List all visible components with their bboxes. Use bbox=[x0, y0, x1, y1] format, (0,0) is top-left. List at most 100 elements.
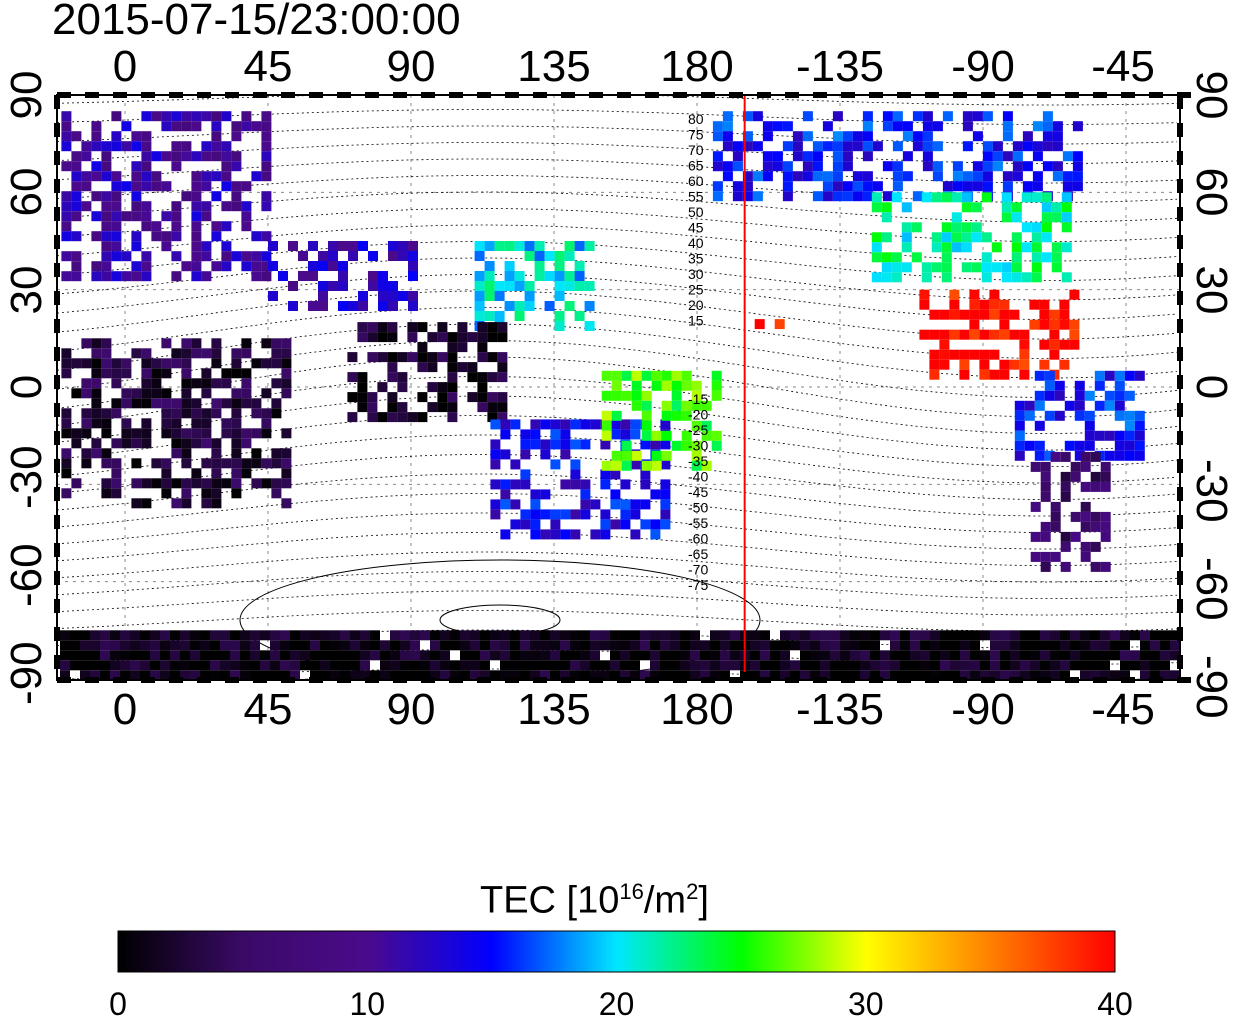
tec-cell bbox=[457, 362, 468, 373]
tec-cell bbox=[100, 650, 110, 661]
tec-cell bbox=[892, 171, 903, 182]
tec-cell bbox=[1080, 660, 1090, 671]
tec-cell bbox=[71, 191, 82, 202]
tec-cell bbox=[871, 232, 882, 243]
tec-cell bbox=[862, 141, 873, 152]
tec-cell bbox=[151, 171, 162, 182]
tec-cell bbox=[181, 458, 192, 469]
tec-cell bbox=[90, 640, 100, 651]
tec-cell bbox=[427, 382, 438, 393]
tec-cell bbox=[477, 322, 488, 333]
tec-cell bbox=[742, 171, 753, 182]
tec-cell bbox=[752, 191, 763, 202]
tec-cell bbox=[261, 458, 272, 469]
tec-cell bbox=[201, 368, 212, 379]
tec-cell bbox=[101, 261, 112, 272]
tec-cell bbox=[181, 488, 192, 499]
tec-cell bbox=[1002, 181, 1013, 192]
tec-cell bbox=[191, 378, 202, 389]
tec-cell bbox=[487, 372, 498, 383]
tec-cell bbox=[661, 370, 672, 381]
tec-cell bbox=[650, 660, 660, 671]
tec-cell bbox=[407, 412, 418, 423]
tec-cell bbox=[822, 141, 833, 152]
tec-cell bbox=[160, 650, 170, 661]
tec-cell bbox=[131, 498, 142, 509]
tec-cell bbox=[1060, 541, 1071, 552]
tec-cell bbox=[61, 221, 72, 232]
tec-cell bbox=[880, 630, 890, 641]
magnetic-contour bbox=[56, 473, 1178, 517]
tec-cell bbox=[640, 479, 651, 490]
contour-label: -35 bbox=[688, 453, 708, 469]
tec-cell bbox=[742, 181, 753, 192]
tec-cell bbox=[490, 449, 501, 460]
tec-cell bbox=[231, 251, 242, 262]
contour-label: 75 bbox=[688, 127, 704, 143]
tec-cell bbox=[211, 261, 222, 272]
tec-cell bbox=[620, 509, 631, 520]
tec-cell bbox=[367, 322, 378, 333]
tec-cell bbox=[940, 630, 950, 641]
tec-cell bbox=[540, 509, 551, 520]
tec-cell bbox=[890, 630, 900, 641]
tec-cell bbox=[81, 418, 92, 429]
tec-cell bbox=[120, 660, 130, 671]
tec-cell bbox=[611, 380, 622, 391]
tec-cell bbox=[487, 352, 498, 363]
tec-cell bbox=[101, 191, 112, 202]
tec-cell bbox=[171, 161, 182, 172]
tec-cell bbox=[367, 412, 378, 423]
tec-cell bbox=[71, 211, 82, 222]
tec-cell bbox=[1032, 121, 1043, 132]
tec-cell bbox=[61, 191, 72, 202]
tec-cell bbox=[110, 670, 120, 681]
tec-cell bbox=[408, 241, 418, 251]
tec-cell bbox=[440, 650, 450, 661]
tec-cell bbox=[1044, 450, 1055, 461]
tec-cell bbox=[261, 191, 272, 202]
tec-cell bbox=[560, 660, 570, 671]
tec-cell bbox=[61, 408, 72, 419]
tec-cell bbox=[261, 201, 272, 212]
tec-cell bbox=[141, 211, 152, 222]
tec-cell bbox=[554, 311, 565, 321]
tec-cell bbox=[290, 660, 300, 671]
tec-cell bbox=[999, 309, 1010, 320]
tec-cell bbox=[181, 368, 192, 379]
tec-cell bbox=[1080, 541, 1091, 552]
tec-cell bbox=[630, 650, 640, 661]
tec-cell bbox=[520, 479, 531, 490]
tec-cell bbox=[1002, 171, 1013, 182]
tec-cell bbox=[120, 670, 130, 681]
tec-cell bbox=[430, 630, 440, 641]
tec-cell bbox=[201, 181, 212, 192]
tec-cell bbox=[121, 428, 132, 439]
tec-cell bbox=[912, 131, 923, 142]
tec-cell bbox=[510, 419, 521, 430]
tec-cell bbox=[510, 670, 520, 681]
tec-cell bbox=[762, 171, 773, 182]
colorbar-tick-label: 10 bbox=[349, 986, 386, 1022]
x-tick-label-top: 90 bbox=[386, 42, 436, 91]
tec-cell bbox=[534, 241, 545, 251]
tec-cell bbox=[550, 429, 561, 440]
tec-cell bbox=[870, 640, 880, 651]
tec-cell bbox=[131, 191, 142, 202]
tec-cell bbox=[722, 141, 733, 152]
tec-cell bbox=[211, 488, 222, 499]
tec-cell bbox=[929, 369, 940, 380]
tec-cell bbox=[1069, 289, 1080, 300]
tec-cell bbox=[792, 131, 803, 142]
tec-cell bbox=[732, 181, 743, 192]
tec-cell bbox=[131, 201, 142, 212]
tec-cell bbox=[880, 660, 890, 671]
tec-cell bbox=[620, 650, 630, 661]
tec-cell bbox=[61, 201, 72, 212]
tec-cell bbox=[201, 251, 212, 262]
tec-cell bbox=[71, 131, 82, 142]
tec-cell bbox=[1031, 232, 1042, 243]
tec-cell bbox=[989, 289, 1000, 300]
contour-label: 70 bbox=[688, 142, 704, 158]
tec-cell bbox=[510, 650, 520, 661]
